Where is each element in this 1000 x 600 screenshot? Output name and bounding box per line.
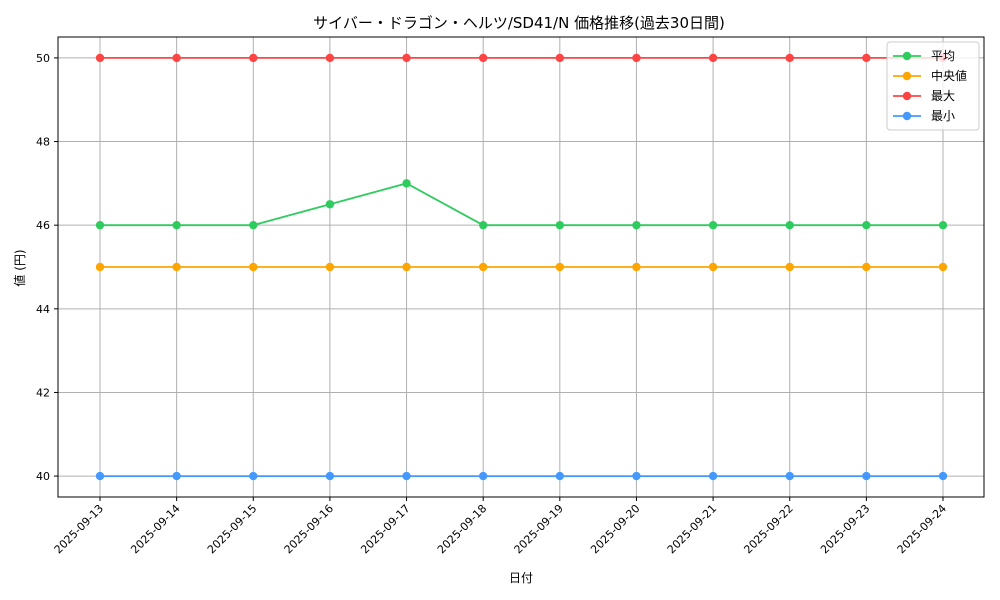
y-axis-label: 値 (円)	[12, 249, 27, 286]
series-group	[95, 53, 948, 481]
x-tick-label: 2025-09-19	[512, 502, 566, 556]
x-tick-label: 2025-09-13	[52, 502, 106, 556]
data-point	[632, 471, 641, 481]
y-tick-label: 42	[36, 386, 50, 399]
legend-box	[886, 41, 980, 131]
data-point	[708, 220, 718, 230]
y-tick-label: 44	[36, 303, 50, 316]
y-axis-ticks: 40 42 44 46 48 50	[36, 52, 58, 483]
data-point	[402, 262, 411, 272]
series-line	[100, 182, 943, 227]
data-point	[95, 262, 105, 272]
data-point	[95, 53, 105, 63]
data-point	[402, 471, 411, 481]
data-point	[249, 220, 258, 230]
data-point	[402, 53, 411, 63]
x-tick-label: 2025-09-23	[818, 502, 872, 556]
series-0	[95, 179, 948, 230]
y-tick-label: 50	[36, 52, 50, 65]
data-point	[862, 262, 871, 272]
data-point	[478, 262, 488, 272]
data-point	[938, 471, 948, 481]
data-point	[555, 53, 565, 63]
legend-marker	[902, 51, 912, 61]
x-tick-label: 2025-09-14	[128, 502, 182, 556]
legend-marker	[902, 111, 912, 121]
x-axis-label: 日付	[509, 571, 533, 585]
data-point	[172, 471, 181, 481]
y-tick-label: 40	[36, 470, 50, 483]
plot-area	[57, 36, 985, 498]
data-point	[708, 262, 718, 272]
legend-marker	[902, 91, 912, 101]
x-tick-label: 2025-09-15	[205, 502, 259, 556]
data-point	[478, 471, 488, 481]
x-axis-ticks: 2025-09-13 2025-09-14 2025-09-15 2025-09-16…	[52, 497, 949, 556]
series-3	[95, 471, 948, 481]
data-point	[555, 471, 565, 481]
x-tick-label: 2025-09-18	[435, 502, 489, 556]
data-point	[785, 220, 794, 230]
data-point	[555, 220, 565, 230]
data-point	[708, 471, 718, 481]
data-point	[708, 53, 718, 63]
data-point	[862, 53, 871, 63]
data-point	[938, 220, 948, 230]
legend-label: 最大	[931, 89, 955, 103]
x-tick-label: 2025-09-17	[358, 502, 412, 556]
data-point	[632, 220, 641, 230]
data-point	[785, 262, 794, 272]
data-point	[325, 262, 335, 272]
data-point	[555, 262, 565, 272]
data-point	[632, 53, 641, 63]
data-point	[478, 220, 488, 230]
data-point	[325, 53, 335, 63]
data-point	[938, 262, 948, 272]
data-point	[862, 220, 871, 230]
legend-label: 平均	[931, 49, 955, 63]
y-tick-label: 48	[36, 136, 50, 149]
data-point	[172, 53, 181, 63]
x-tick-label: 2025-09-21	[665, 502, 719, 556]
data-point	[632, 262, 641, 272]
data-point	[325, 471, 335, 481]
data-point	[325, 200, 335, 209]
series-1	[95, 262, 948, 272]
x-tick-label: 2025-09-20	[588, 502, 642, 556]
series-2	[95, 53, 948, 63]
data-point	[785, 471, 794, 481]
data-point	[95, 220, 105, 230]
y-tick-label: 46	[36, 219, 50, 232]
data-point	[249, 53, 258, 63]
data-point	[249, 262, 258, 272]
legend-marker	[902, 71, 912, 81]
legend-label: 中央値	[931, 68, 967, 83]
x-tick-label: 2025-09-22	[741, 502, 795, 556]
x-tick-label: 2025-09-24	[895, 502, 949, 556]
data-point	[172, 220, 181, 230]
legend-label: 最小	[931, 109, 955, 123]
data-point	[478, 53, 488, 63]
data-point	[95, 471, 105, 481]
chart-title: サイバー・ドラゴン・ヘルツ/SD41/N 価格推移(過去30日間)	[313, 14, 725, 32]
data-point	[172, 262, 181, 272]
data-point	[785, 53, 794, 63]
data-point	[249, 471, 258, 481]
x-tick-label: 2025-09-16	[282, 502, 336, 556]
data-point	[862, 471, 871, 481]
data-point	[402, 179, 411, 188]
